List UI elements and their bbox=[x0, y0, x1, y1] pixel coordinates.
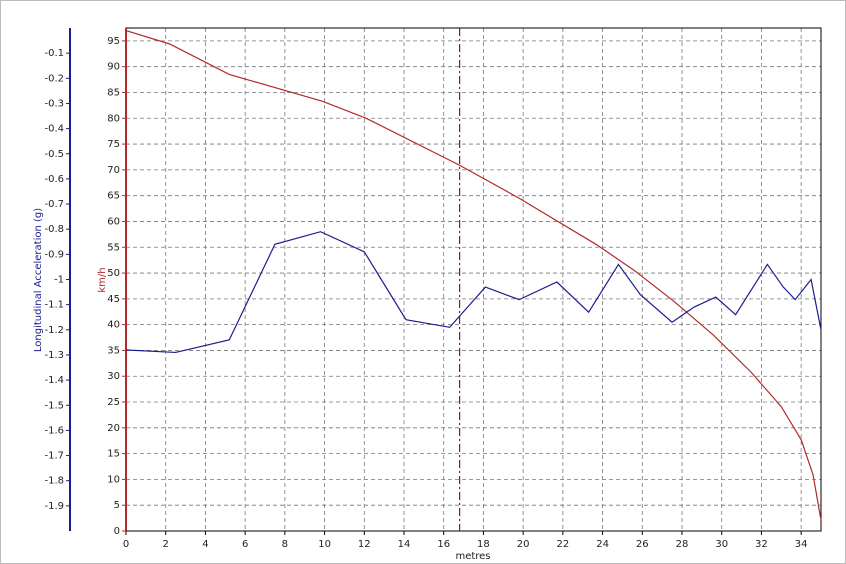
y-tick-label: 90 bbox=[107, 62, 120, 73]
y2-tick-label: -1.3 bbox=[44, 350, 64, 361]
y-tick-label: 95 bbox=[107, 36, 120, 47]
y-tick-label: 55 bbox=[107, 242, 120, 253]
x-tick-label: 22 bbox=[556, 539, 569, 550]
y-tick-label: 10 bbox=[107, 474, 120, 485]
y-tick-label: 5 bbox=[114, 500, 120, 511]
x-tick-label: 26 bbox=[636, 539, 649, 550]
y-tick-label: 75 bbox=[107, 139, 120, 150]
y2-tick-label: -0.4 bbox=[44, 124, 64, 135]
y-tick-label: 45 bbox=[107, 294, 120, 305]
x-tick-label: 28 bbox=[676, 539, 689, 550]
y2-tick-label: -1.8 bbox=[44, 476, 64, 487]
y2-tick-label: -1.4 bbox=[44, 375, 64, 386]
y2-tick-label: -1.1 bbox=[44, 300, 64, 311]
y2-tick-label: -0.3 bbox=[44, 98, 64, 109]
y2-axis-label: Longitudinal Acceleration (g) bbox=[33, 208, 44, 352]
series-line bbox=[125, 30, 822, 521]
x-tick-label: 2 bbox=[163, 539, 169, 550]
x-axis-label: metres bbox=[455, 551, 490, 562]
y2-tick-label: -0.6 bbox=[44, 174, 64, 185]
y-axis-label: km/h bbox=[97, 267, 108, 292]
y-tick-label: 25 bbox=[107, 397, 120, 408]
y2-tick-label: -1.5 bbox=[44, 400, 64, 411]
x-tick-label: 10 bbox=[318, 539, 331, 550]
y2-tick-label: -1.2 bbox=[44, 325, 64, 336]
x-tick-label: 14 bbox=[398, 539, 411, 550]
y-tick-label: 40 bbox=[107, 320, 120, 331]
y-tick-label: 85 bbox=[107, 87, 120, 98]
y2-tick-label: -0.1 bbox=[44, 48, 64, 59]
y2-tick-label: -0.5 bbox=[44, 149, 64, 160]
y-tick-label: 80 bbox=[107, 113, 120, 124]
y-tick-label: 60 bbox=[107, 216, 120, 227]
y-tick-label: 30 bbox=[107, 371, 120, 382]
x-tick-label: 8 bbox=[282, 539, 288, 550]
y2-tick-label: -1.6 bbox=[44, 425, 64, 436]
x-tick-label: 34 bbox=[795, 539, 808, 550]
y2-tick-label: -1.7 bbox=[44, 451, 64, 462]
x-tick-label: 16 bbox=[437, 539, 450, 550]
x-tick-label: 0 bbox=[123, 539, 129, 550]
y-tick-label: 15 bbox=[107, 449, 120, 460]
y2-tick-label: -0.2 bbox=[44, 73, 64, 84]
y2-tick-label: -0.8 bbox=[44, 224, 64, 235]
x-tick-label: 32 bbox=[755, 539, 768, 550]
y2-tick-label: -1.9 bbox=[44, 501, 64, 512]
series-line bbox=[125, 231, 822, 354]
x-tick-label: 12 bbox=[358, 539, 371, 550]
y-tick-label: 20 bbox=[107, 423, 120, 434]
x-tick-label: 20 bbox=[517, 539, 530, 550]
y-tick-label: 0 bbox=[114, 526, 120, 537]
x-tick-label: 6 bbox=[242, 539, 248, 550]
y2-tick-label: -1 bbox=[54, 275, 64, 286]
y-tick-label: 35 bbox=[107, 345, 120, 356]
y-tick-label: 50 bbox=[107, 268, 120, 279]
y2-tick-label: -0.7 bbox=[44, 199, 64, 210]
y2-tick-label: -0.9 bbox=[44, 249, 64, 260]
y-tick-label: 70 bbox=[107, 165, 120, 176]
x-tick-label: 30 bbox=[715, 539, 728, 550]
x-tick-label: 24 bbox=[596, 539, 609, 550]
y-tick-label: 65 bbox=[107, 191, 120, 202]
x-tick-label: 18 bbox=[477, 539, 490, 550]
x-tick-label: 4 bbox=[202, 539, 208, 550]
